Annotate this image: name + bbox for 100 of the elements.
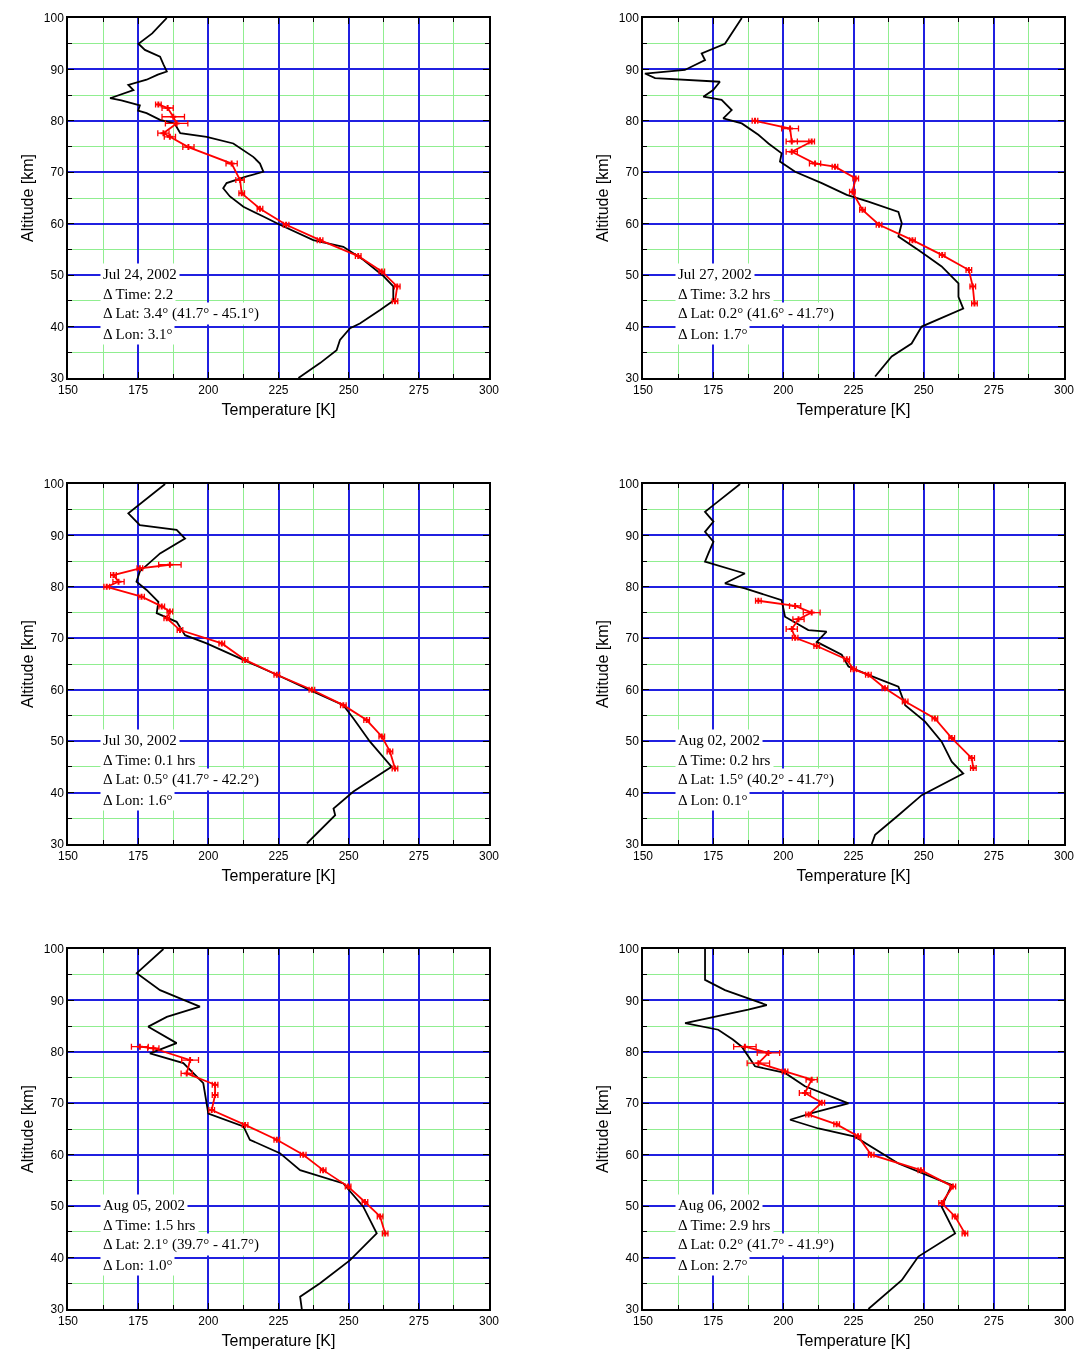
- annotation: Δ Lat: 0.5° (41.7° - 42.2°): [103, 771, 259, 788]
- x-tick-label: 200: [198, 1314, 219, 1329]
- x-tick-label: 150: [632, 383, 654, 398]
- x-tick-label: 250: [913, 849, 934, 864]
- y-tick-label: 80: [50, 580, 65, 595]
- y-tick-label: 70: [50, 631, 65, 646]
- annotation: Δ Lat: 0.2° (41.7° - 41.9°): [678, 1236, 834, 1253]
- x-tick-label: 175: [128, 849, 149, 864]
- y-tick-label: 30: [50, 1302, 65, 1317]
- annotation: Δ Lon: 2.7°: [678, 1257, 748, 1273]
- x-tick-label: 300: [1053, 383, 1075, 398]
- y-tick-label: 100: [43, 11, 65, 26]
- y-tick-label: 60: [625, 682, 640, 697]
- y-tick-label: 50: [625, 734, 640, 749]
- x-tick-label: 150: [632, 1314, 654, 1329]
- x-tick-label: 200: [773, 1314, 794, 1329]
- y-tick-label: 50: [625, 268, 640, 283]
- point: [755, 1060, 762, 1067]
- point: [166, 133, 173, 140]
- y-tick-label: 40: [625, 1250, 640, 1265]
- y-axis-title: Altitude [km]: [594, 619, 612, 709]
- point: [812, 160, 819, 167]
- x-tick-label: 150: [632, 849, 654, 864]
- y-tick-label: 60: [625, 1147, 640, 1162]
- y-tick-label: 30: [625, 837, 640, 852]
- point: [166, 561, 173, 568]
- annotation: Δ Lon: 1.7°: [678, 326, 748, 342]
- point: [187, 1057, 194, 1064]
- x-axis-title: Temperature [K]: [796, 867, 911, 885]
- x-axis-title: Temperature [K]: [796, 401, 911, 419]
- point: [173, 120, 180, 127]
- annotation: Δ Lon: 3.1°: [103, 326, 173, 342]
- annotation: Aug 02, 2002: [678, 732, 761, 748]
- y-tick-label: 40: [50, 1250, 65, 1265]
- point: [765, 1049, 772, 1056]
- y-tick-label: 70: [625, 631, 640, 646]
- annotation: Δ Lon: 0.1°: [678, 792, 748, 808]
- y-axis-title: Altitude [km]: [594, 1084, 612, 1174]
- y-tick-label: 40: [50, 319, 65, 334]
- x-tick-label: 150: [57, 1314, 79, 1329]
- annotation: Δ Time: 3.2 hrs: [678, 286, 771, 302]
- y-tick-label: 70: [625, 165, 640, 180]
- x-axis-title: Temperature [K]: [796, 1332, 911, 1350]
- annotation: Jul 30, 2002: [103, 732, 177, 748]
- y-tick-label: 40: [625, 319, 640, 334]
- x-tick-label: 200: [773, 849, 794, 864]
- annotation: Δ Time: 1.5 hrs: [103, 1217, 196, 1233]
- x-tick-label: 175: [128, 1314, 149, 1329]
- x-tick-label: 175: [703, 383, 724, 398]
- x-tick-label: 150: [57, 849, 79, 864]
- x-tick-label: 300: [1053, 849, 1075, 864]
- x-tick-label: 150: [57, 383, 79, 398]
- annotation: Δ Lat: 0.2° (41.6° - 41.7°): [678, 305, 834, 322]
- annotation: Jul 27, 2002: [678, 266, 752, 282]
- x-tick-label: 275: [983, 383, 1005, 398]
- y-tick-label: 70: [50, 1096, 65, 1111]
- y-tick-label: 30: [50, 371, 65, 386]
- x-axis-title: Temperature [K]: [221, 867, 336, 885]
- y-tick-label: 50: [50, 268, 65, 283]
- x-tick-label: 175: [703, 849, 724, 864]
- x-tick-label: 175: [128, 383, 149, 398]
- x-tick-label: 300: [478, 383, 500, 398]
- y-tick-label: 50: [50, 1199, 65, 1214]
- point: [787, 125, 794, 132]
- x-tick-label: 200: [773, 383, 794, 398]
- y-tick-label: 30: [625, 1302, 640, 1317]
- annotation: Δ Lat: 3.4° (41.7° - 45.1°): [103, 305, 259, 322]
- y-axis-title: Altitude [km]: [19, 153, 37, 243]
- y-tick-label: 40: [50, 785, 65, 800]
- x-tick-label: 200: [198, 849, 219, 864]
- x-tick-label: 275: [408, 1314, 430, 1329]
- x-axis-title: Temperature [K]: [221, 401, 336, 419]
- x-tick-label: 225: [843, 1314, 864, 1329]
- y-tick-label: 60: [50, 216, 65, 231]
- y-tick-label: 70: [50, 165, 65, 180]
- annotation: Aug 06, 2002: [678, 1197, 761, 1213]
- y-tick-label: 100: [618, 11, 640, 26]
- annotation: Δ Time: 2.2: [103, 286, 174, 302]
- y-tick-label: 50: [50, 734, 65, 749]
- x-tick-label: 225: [268, 1314, 289, 1329]
- y-tick-label: 70: [625, 1096, 640, 1111]
- y-tick-label: 40: [625, 785, 640, 800]
- y-tick-label: 90: [50, 528, 65, 543]
- point: [741, 1043, 748, 1050]
- y-tick-label: 90: [625, 528, 640, 543]
- y-axis-title: Altitude [km]: [19, 619, 37, 709]
- y-tick-label: 60: [625, 216, 640, 231]
- x-tick-label: 250: [913, 383, 934, 398]
- annotation: Aug 05, 2002: [103, 1197, 186, 1213]
- y-tick-label: 100: [618, 477, 640, 492]
- x-tick-label: 225: [268, 383, 289, 398]
- y-tick-label: 60: [50, 1147, 65, 1162]
- y-tick-label: 30: [625, 371, 640, 386]
- x-tick-label: 250: [338, 1314, 359, 1329]
- y-tick-label: 90: [625, 993, 640, 1008]
- x-tick-label: 225: [843, 849, 864, 864]
- point: [801, 1090, 808, 1096]
- y-axis-title: Altitude [km]: [19, 1084, 37, 1174]
- y-tick-label: 100: [43, 477, 65, 492]
- x-tick-label: 175: [703, 1314, 724, 1329]
